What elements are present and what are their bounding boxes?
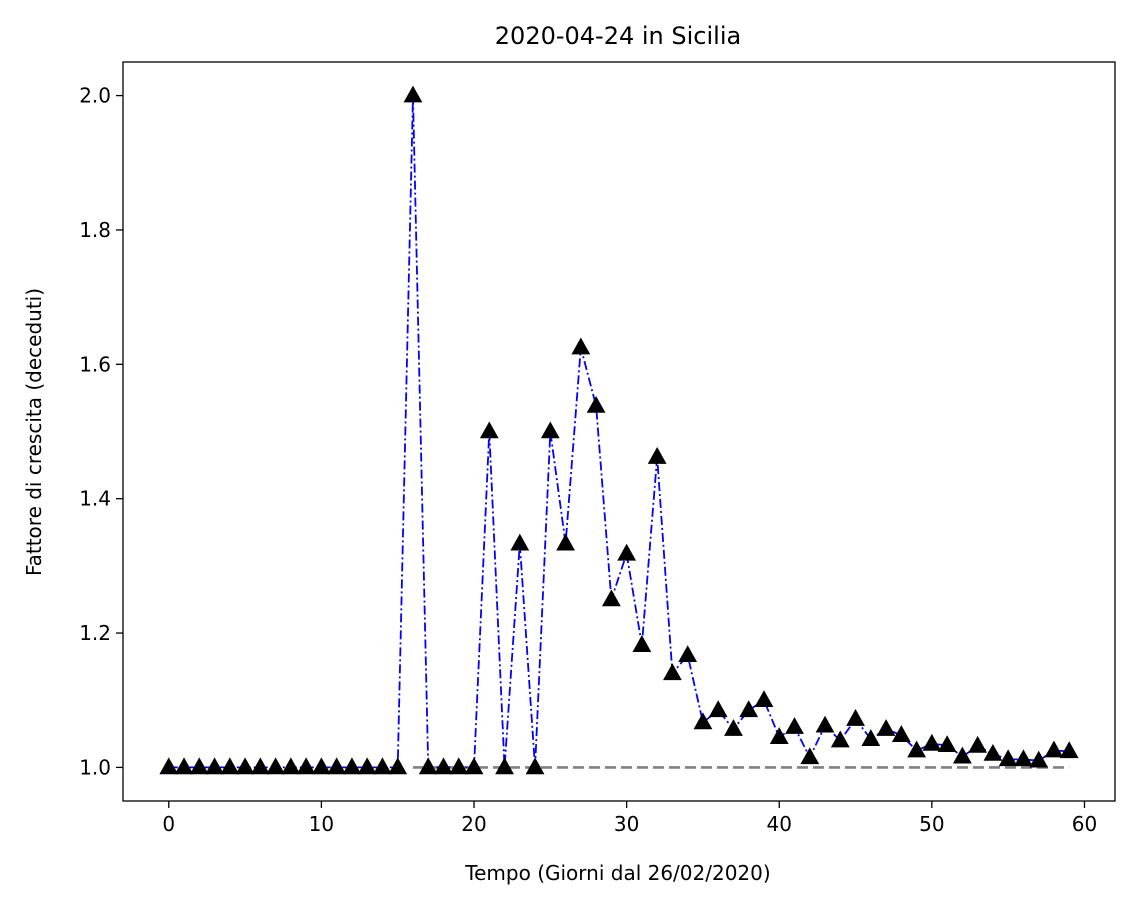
data-point-marker [968, 735, 988, 753]
data-point-marker [205, 757, 224, 775]
y-axis-label: Fattore di crescita (deceduti) [22, 288, 46, 576]
x-tick-label: 30 [614, 812, 639, 836]
data-point-marker [357, 757, 377, 775]
data-point-marker [830, 730, 850, 748]
y-tick-label: 2.0 [79, 84, 111, 108]
data-point-marker [708, 700, 728, 718]
data-point-marker [861, 729, 881, 746]
data-point-marker [388, 757, 408, 775]
data-point-marker [556, 533, 575, 551]
data-point-marker [510, 533, 530, 551]
data-point-marker [846, 709, 865, 726]
series-line [168, 95, 1070, 769]
data-point-marker [586, 395, 606, 413]
data-point-marker [922, 733, 942, 751]
x-tick-label: 60 [1072, 812, 1097, 836]
data-point-marker [678, 645, 698, 663]
data-point-marker [815, 715, 835, 733]
data-point-marker [220, 757, 240, 775]
data-point-marker [327, 757, 347, 775]
data-point-marker [647, 447, 667, 464]
data-point-marker [632, 635, 652, 652]
x-tick-label: 0 [162, 812, 175, 836]
data-point-marker [601, 589, 621, 607]
y-axis-ticks: 1.0 1.2 1.4 1.6 1.8 2.0 [79, 84, 123, 779]
data-point-marker [449, 757, 469, 775]
data-point-marker [495, 757, 514, 775]
data-point-marker [1029, 750, 1049, 768]
data-point-marker [1044, 740, 1064, 758]
y-tick-label: 1.8 [79, 218, 111, 242]
data-point-marker [266, 757, 286, 775]
data-point-marker [418, 757, 438, 775]
data-point-marker [296, 757, 316, 775]
data-point-marker [479, 421, 499, 439]
data-point-marker [754, 690, 774, 708]
data-point-marker [1014, 749, 1033, 767]
x-tick-label: 50 [919, 812, 944, 836]
x-tick-label: 10 [309, 812, 334, 836]
y-tick-label: 1.4 [79, 487, 111, 511]
data-point-marker [693, 712, 713, 730]
y-tick-label: 1.0 [79, 755, 111, 779]
data-point-marker [434, 757, 453, 775]
data-point-marker [800, 747, 820, 765]
data-point-marker [937, 735, 957, 753]
y-tick-label: 1.6 [79, 352, 111, 376]
data-point-marker [373, 757, 392, 775]
x-axis-label: Tempo (Giorni dal 26/02/2020) [464, 861, 770, 885]
data-point-marker [525, 757, 545, 775]
data-point-marker [891, 725, 911, 742]
data-point-marker [464, 757, 484, 775]
data-point-marker [983, 743, 1003, 761]
data-point-marker [571, 337, 591, 355]
data-point-marker [540, 421, 560, 439]
data-point-marker [189, 757, 209, 775]
data-point-marker [907, 740, 927, 758]
data-point-marker [403, 85, 423, 103]
data-point-marker [769, 727, 789, 744]
data-point-marker [952, 746, 972, 764]
data-point-marker [235, 757, 255, 775]
x-tick-label: 40 [767, 812, 792, 836]
data-point-marker [159, 757, 179, 775]
data-point-marker [663, 663, 682, 681]
data-point-marker [1059, 741, 1079, 759]
chart-title: 2020-04-24 in Sicilia [495, 22, 741, 50]
data-point-marker [311, 757, 331, 775]
data-point-marker [876, 719, 896, 736]
x-axis-ticks: 0 10 20 30 40 50 60 [162, 801, 1097, 836]
y-tick-label: 1.2 [79, 621, 111, 645]
data-point-marker [250, 757, 270, 775]
data-point-marker [174, 757, 194, 775]
data-point-marker [342, 757, 362, 775]
data-point-marker [739, 700, 759, 718]
data-point-marker [617, 543, 637, 561]
x-tick-label: 20 [461, 812, 486, 836]
plot-area [159, 85, 1079, 775]
plot-frame [122, 61, 1116, 802]
data-point-marker [998, 749, 1018, 767]
data-point-marker [785, 717, 804, 734]
data-point-marker [281, 757, 301, 775]
data-point-marker [724, 719, 743, 736]
